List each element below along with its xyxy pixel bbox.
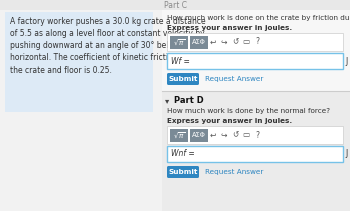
Bar xyxy=(162,10,350,211)
Text: AΣΦ: AΣΦ xyxy=(192,39,206,45)
Text: ↪: ↪ xyxy=(221,130,227,139)
Text: ?: ? xyxy=(255,130,259,139)
Text: AΣΦ: AΣΦ xyxy=(192,132,206,138)
FancyBboxPatch shape xyxy=(167,166,199,178)
Bar xyxy=(0,0,350,10)
Text: Wnf =: Wnf = xyxy=(171,150,195,158)
Bar xyxy=(190,128,208,142)
Bar xyxy=(5,12,153,112)
Text: Request Answer: Request Answer xyxy=(205,169,263,175)
Text: ▭: ▭ xyxy=(242,38,250,46)
Text: ↺: ↺ xyxy=(232,38,238,46)
Text: $\sqrt{\pi}$: $\sqrt{\pi}$ xyxy=(173,37,185,47)
Text: J: J xyxy=(345,150,347,158)
Bar xyxy=(170,128,188,142)
Text: How much work is done on the crate by friction during this displacement?: How much work is done on the crate by fr… xyxy=(167,15,350,21)
Text: Express your answer in joules.: Express your answer in joules. xyxy=(167,25,292,31)
Text: ▭: ▭ xyxy=(242,130,250,139)
Bar xyxy=(162,91,350,211)
Text: Part C: Part C xyxy=(163,0,187,9)
Text: Submit: Submit xyxy=(168,76,198,82)
Text: ↩: ↩ xyxy=(210,130,216,139)
Text: $\sqrt{\pi}$: $\sqrt{\pi}$ xyxy=(173,130,185,140)
Bar xyxy=(167,126,343,144)
Bar xyxy=(167,33,343,51)
Bar xyxy=(167,146,343,162)
Text: A factory worker pushes a 30.0 kg crate a distance
of 5.5 as along a level floor: A factory worker pushes a 30.0 kg crate … xyxy=(10,17,213,75)
Text: ?: ? xyxy=(255,38,259,46)
Text: Wf =: Wf = xyxy=(171,57,190,65)
Text: How much work is done by the normal force?: How much work is done by the normal forc… xyxy=(167,108,330,114)
Bar xyxy=(170,35,188,49)
Text: ↪: ↪ xyxy=(221,38,227,46)
Bar xyxy=(167,53,343,69)
Text: ▾: ▾ xyxy=(165,96,169,105)
Bar xyxy=(190,35,208,49)
Text: Part D: Part D xyxy=(174,96,204,105)
Text: Express your answer in joules.: Express your answer in joules. xyxy=(167,118,292,124)
Text: J: J xyxy=(345,57,347,65)
Text: Submit: Submit xyxy=(168,169,198,175)
FancyBboxPatch shape xyxy=(167,73,199,85)
Text: ↺: ↺ xyxy=(232,130,238,139)
Text: ↩: ↩ xyxy=(210,38,216,46)
Text: Request Answer: Request Answer xyxy=(205,76,263,82)
